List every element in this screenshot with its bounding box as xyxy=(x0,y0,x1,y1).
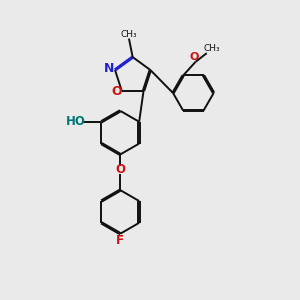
Text: HO: HO xyxy=(66,115,86,128)
Text: CH₃: CH₃ xyxy=(121,30,137,39)
Text: O: O xyxy=(111,85,122,98)
Text: F: F xyxy=(116,234,124,247)
Text: O: O xyxy=(115,163,125,176)
Text: N: N xyxy=(104,62,115,75)
Text: CH₃: CH₃ xyxy=(203,44,220,53)
Text: O: O xyxy=(190,52,199,62)
